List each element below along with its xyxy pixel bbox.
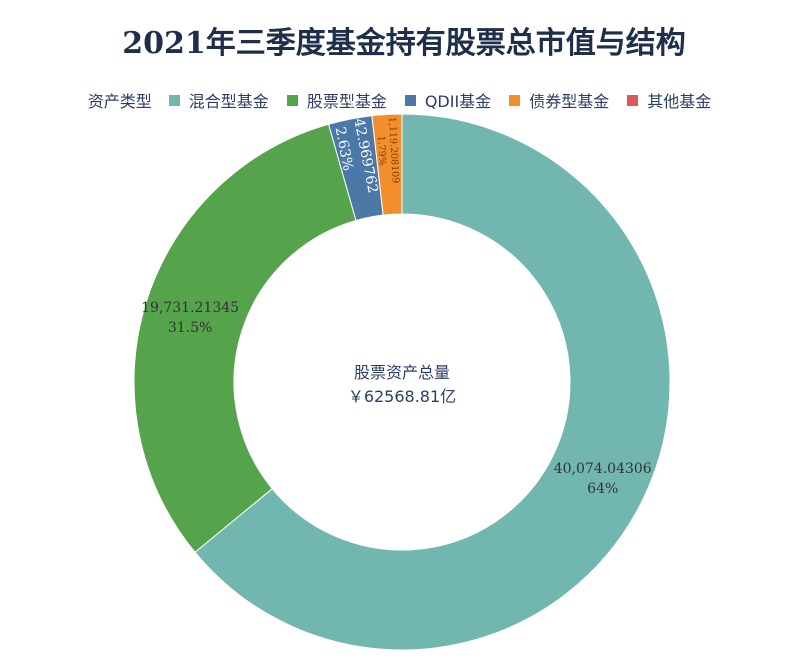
slice-hybrid[interactable] [194,113,671,651]
slice-value-label: 19,731.21345 [141,300,239,316]
legend-label: 其他基金 [647,92,712,111]
slice-percent-label: 31.5% [168,320,212,336]
legend: 资产类型 混合型基金 股票型基金 QDII基金 债券型基金 其他基金 [0,88,808,112]
center-value: ￥62568.81亿 [348,387,456,406]
slice-value-label: 1,119.208109 [386,117,401,184]
legend-item-hybrid[interactable]: 混合型基金 [168,88,269,112]
slice-stock[interactable] [133,123,357,553]
slice-label: 40,074.04306 64% [554,461,652,497]
chart-title: 2021年三季度基金持有股票总市值与结构 [122,26,686,61]
legend-title: 资产类型 [87,92,152,111]
legend-swatch [404,94,416,106]
slice-percent-label: 1.79% [375,135,388,166]
legend-swatch [627,94,639,106]
legend-swatch [509,94,521,106]
slice-label: 19,731.21345 31.5% [141,300,239,336]
legend-swatch [286,94,298,106]
slice-value-label: 40,074.04306 [554,461,652,477]
legend-label: 股票型基金 [306,92,387,111]
legend-swatch [168,94,180,106]
legend-item-bond[interactable]: 债券型基金 [509,88,609,112]
slice-percent-label: 64% [587,481,618,497]
legend-item-other[interactable]: 其他基金 [627,88,711,112]
center-label: 股票资产总量 [354,363,450,382]
legend-label: 混合型基金 [188,92,269,111]
legend-item-stock[interactable]: 股票型基金 [286,88,387,112]
legend-label: QDII基金 [424,92,492,111]
legend-label: 债券型基金 [529,92,610,111]
legend-item-qdii[interactable]: QDII基金 [404,88,492,112]
